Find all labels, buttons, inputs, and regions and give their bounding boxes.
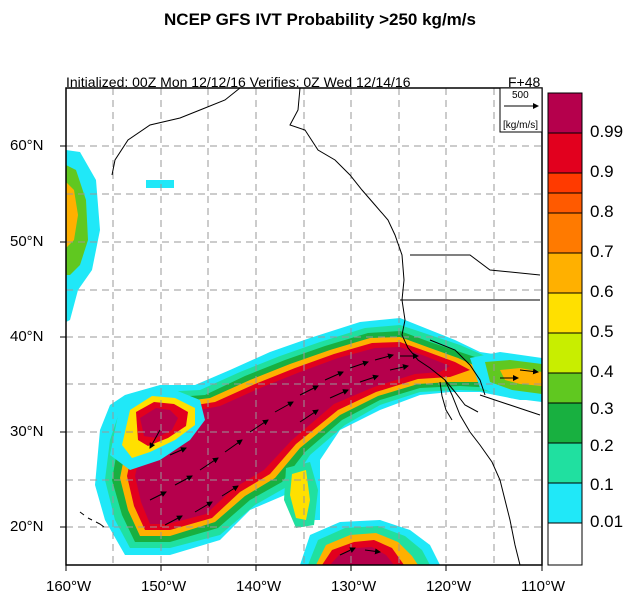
reference-magnitude: 500 bbox=[512, 90, 529, 101]
coastlines bbox=[79, 88, 541, 565]
map-frame bbox=[65, 87, 543, 566]
lat-label-40n: 40°N bbox=[10, 328, 44, 345]
run-info: Initialized: 00Z Mon 12/12/16 Verifies: … bbox=[66, 74, 411, 90]
colorbar-label-0.5: 0.5 bbox=[590, 322, 614, 341]
lon-label-150w: 150°W bbox=[141, 578, 187, 595]
probability-field bbox=[66, 88, 542, 565]
graticule bbox=[66, 88, 542, 565]
lon-label-160w: 160°W bbox=[46, 578, 92, 595]
colorbar-label-0.3: 0.3 bbox=[590, 399, 614, 418]
colorbar-label-0.01: 0.01 bbox=[590, 512, 624, 531]
lon-label-110w: 110°W bbox=[521, 578, 566, 595]
colorbar-label-0.8: 0.8 bbox=[590, 202, 614, 221]
colorbar-label-0.4: 0.4 bbox=[590, 362, 614, 381]
ivt-vectors bbox=[149, 353, 539, 556]
colorbar-label-0.1: 0.1 bbox=[590, 475, 614, 494]
lat-label-20n: 20°N bbox=[10, 518, 44, 535]
lon-label-120w: 120°W bbox=[426, 578, 472, 595]
map-title: NCEP GFS IVT Probability >250 kg/m/s bbox=[164, 10, 476, 29]
colorbar-label-0.7: 0.7 bbox=[590, 242, 614, 261]
reference-units: [kg/m/s] bbox=[503, 120, 539, 131]
lon-label-130w: 130°W bbox=[331, 578, 377, 595]
lat-label-30n: 30°N bbox=[10, 423, 44, 440]
lon-label-140w: 140°W bbox=[236, 578, 282, 595]
colorbar-label-0.99: 0.99 bbox=[590, 122, 624, 141]
lat-label-50n: 50°N bbox=[10, 233, 44, 250]
colorbar-label-0.9: 0.9 bbox=[590, 162, 614, 181]
reference-vector bbox=[499, 87, 543, 133]
colorbar-label-0.6: 0.6 bbox=[590, 282, 614, 301]
colorbar bbox=[547, 92, 583, 566]
forecast-lead: F+48 bbox=[508, 74, 541, 90]
axis-ticks bbox=[60, 145, 543, 571]
colorbar-label-0.2: 0.2 bbox=[590, 436, 614, 455]
lat-label-60n: 60°N bbox=[10, 137, 44, 154]
